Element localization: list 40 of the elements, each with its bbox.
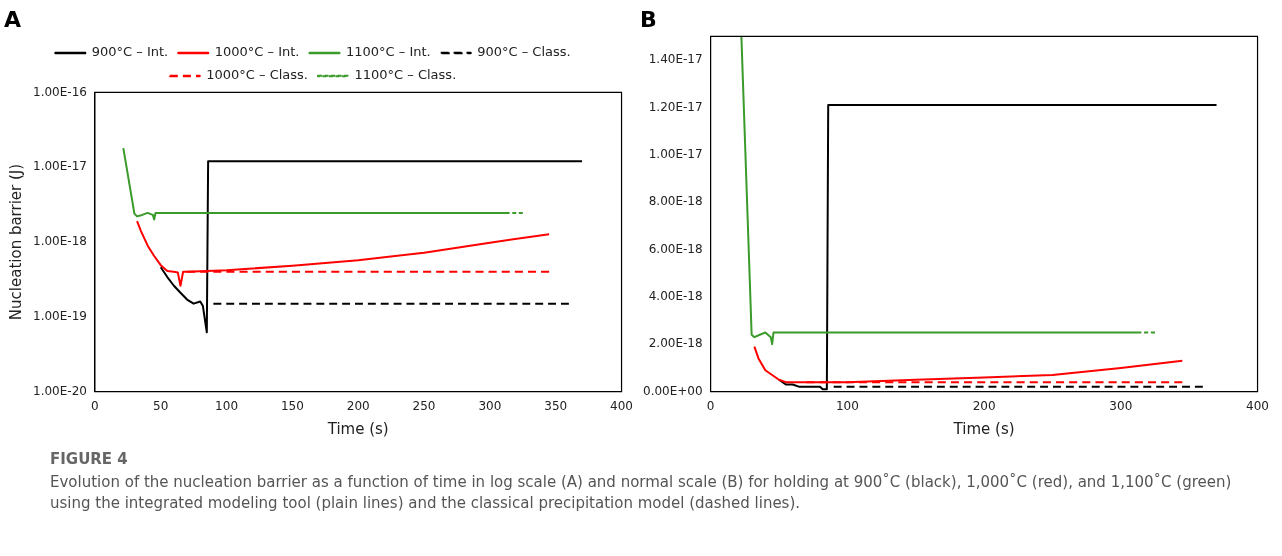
chart-title: B: [640, 6, 657, 32]
y-tick-label: 1.00E-17: [648, 146, 703, 161]
legend-label: 1100°C – Int.: [345, 44, 431, 60]
x-tick-label: 300: [478, 398, 502, 413]
legend-label: 900°C – Class.: [477, 44, 571, 60]
x-axis-title: Time (s): [952, 419, 1015, 438]
x-tick-label: 0: [706, 398, 715, 413]
y-axis-title: Nucleation barrier (J): [6, 163, 25, 321]
x-tick-label: 400: [610, 398, 633, 413]
y-tick-label: 2.00E-18: [648, 336, 703, 351]
y-tick-label: 1.00E-20: [32, 383, 87, 398]
x-tick-label: 0: [91, 398, 99, 413]
y-tick-label: 1.00E-16: [32, 84, 87, 99]
x-tick-label: 100: [215, 398, 239, 413]
x-tick-label: 100: [835, 398, 859, 413]
caption: FIGURE 4: [50, 449, 129, 470]
legend-label: 1100°C – Class.: [354, 67, 457, 83]
y-tick-label: 8.00E-18: [648, 194, 703, 209]
y-tick-label: 0.00E+00: [643, 383, 703, 398]
legend-label: 900°C – Int.: [91, 44, 169, 60]
x-axis-title: Time (s): [326, 419, 389, 438]
y-tick-label: 1.00E-17: [32, 159, 87, 174]
y-tick-label: 6.00E-18: [648, 241, 703, 256]
y-tick-label: 1.00E-18: [32, 234, 87, 249]
x-tick-label: 50: [153, 398, 169, 413]
x-tick-label: 300: [1109, 398, 1133, 413]
y-tick-label: 1.00E-19: [32, 308, 87, 323]
y-tick-label: 1.40E-17: [648, 52, 703, 67]
x-tick-label: 200: [346, 398, 370, 413]
x-tick-label: 400: [1246, 398, 1269, 413]
y-tick-label: 4.00E-18: [648, 289, 703, 304]
legend-label: 1000°C – Class.: [206, 67, 309, 83]
y-tick-label: 1.20E-17: [648, 99, 703, 114]
chart-title: A: [4, 6, 22, 32]
legend-label: 1000°C – Int.: [214, 44, 300, 60]
x-tick-label: 150: [280, 398, 304, 413]
x-tick-label: 250: [412, 398, 436, 413]
x-tick-label: 200: [972, 398, 996, 413]
x-tick-label: 350: [544, 398, 568, 413]
text: Evolution of the nucleation barrier as a function of time in log scale (A) and normal scale (B) for holding at 900˚C (black), 1,000˚C (red), and 1,100˚C (green) using the integrated modeling tool (plain lines) and the classical precipitation model (dashed lines).: [50, 472, 1233, 514]
